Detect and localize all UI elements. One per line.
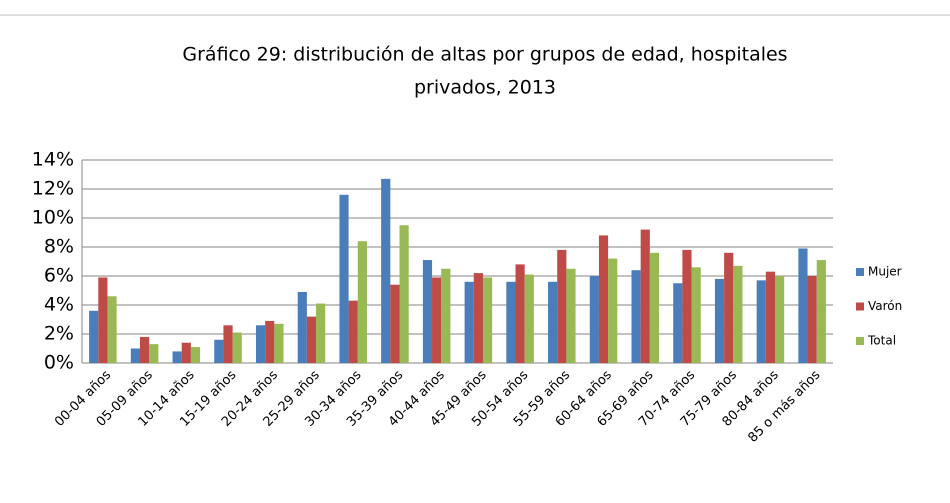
bar — [399, 225, 409, 363]
bar — [348, 300, 358, 363]
bar — [390, 284, 400, 363]
bar — [98, 277, 108, 363]
bar — [608, 258, 618, 363]
bar — [274, 323, 284, 363]
bar — [306, 316, 317, 363]
bar — [232, 332, 242, 363]
bar — [214, 339, 224, 363]
bar — [775, 276, 785, 363]
bar — [149, 344, 159, 363]
bar — [89, 310, 99, 363]
bar — [631, 270, 641, 363]
bar — [798, 248, 808, 363]
x-tick-label: 85 o más años — [745, 368, 823, 446]
bar — [265, 320, 275, 363]
y-tick-label: 12% — [32, 178, 74, 200]
bar — [524, 274, 534, 363]
bar — [589, 276, 599, 363]
legend-label: Total — [867, 334, 896, 348]
bar — [181, 342, 191, 363]
bar — [566, 268, 576, 363]
bar — [765, 271, 776, 363]
y-tick-label: 6% — [44, 265, 74, 287]
y-tick-label: 14% — [32, 149, 74, 171]
bar — [515, 264, 525, 363]
bar — [381, 178, 391, 363]
y-tick-label: 2% — [44, 323, 74, 345]
bar — [691, 267, 701, 363]
bar — [316, 303, 326, 363]
legend-label: Mujer — [868, 265, 902, 279]
bar — [190, 347, 201, 363]
bar — [816, 260, 826, 363]
bar — [255, 325, 266, 363]
bar — [714, 278, 725, 363]
bar — [807, 276, 817, 363]
bar — [441, 268, 451, 363]
bar — [130, 348, 140, 363]
y-tick-label: 10% — [32, 207, 74, 229]
bar — [139, 336, 150, 363]
legend-swatch — [856, 302, 864, 311]
bar — [673, 283, 683, 363]
bar — [724, 252, 734, 363]
chart-title: privados, 2013 — [414, 77, 556, 99]
bar — [506, 281, 516, 363]
bar — [756, 280, 766, 363]
bar — [223, 325, 233, 363]
bar — [107, 296, 117, 363]
bar — [598, 235, 609, 363]
y-tick-label: 0% — [44, 352, 74, 374]
bar — [357, 241, 367, 363]
bar — [339, 194, 349, 363]
y-tick-label: 4% — [44, 294, 74, 316]
bar — [422, 260, 433, 363]
bar — [640, 229, 650, 363]
bar — [682, 249, 692, 363]
bar — [297, 291, 307, 363]
chart-title: Gráfico 29: distribución de altas por gr… — [182, 44, 787, 66]
legend-swatch — [856, 268, 864, 276]
legend-swatch — [856, 337, 864, 345]
bar — [473, 273, 483, 363]
bar — [548, 281, 558, 363]
bar — [172, 351, 182, 363]
bar — [649, 252, 660, 363]
bar — [733, 265, 743, 363]
bar — [557, 249, 567, 363]
bar — [464, 281, 474, 363]
bar — [432, 277, 442, 363]
legend-label: Varón — [868, 299, 902, 313]
y-tick-label: 8% — [44, 236, 74, 258]
bar — [482, 277, 493, 363]
